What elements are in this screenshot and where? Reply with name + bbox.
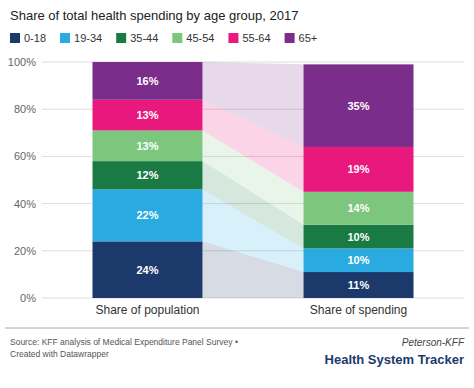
y-tick-label: 80%: [14, 103, 36, 115]
legend-label: 55-64: [242, 32, 270, 44]
bar-segment: [304, 225, 414, 249]
footer: Source: KFF analysis of Medical Expendit…: [10, 337, 465, 367]
legend-swatch: [228, 33, 238, 43]
y-tick-label: 40%: [14, 198, 36, 210]
data-label: 19%: [347, 163, 369, 175]
legend-swatch: [116, 33, 126, 43]
data-label: 22%: [136, 209, 158, 221]
bar-segment: [93, 100, 203, 131]
y-tick-label: 100%: [8, 56, 36, 68]
y-tick-label: 60%: [14, 150, 36, 162]
data-label: 12%: [136, 169, 158, 181]
y-tick-label: 20%: [14, 245, 36, 257]
title: Share of total health spending by age gr…: [10, 8, 298, 23]
footer-separator: [5, 328, 469, 329]
data-label: 11%: [348, 279, 370, 291]
bar-segment: [93, 189, 203, 241]
data-label: 10%: [347, 231, 369, 243]
legend-label: 65+: [299, 32, 318, 44]
data-labels: 24% 11% 22% 10% 12% 10% 13% 14% 13% 19% 16% 35%: [136, 75, 369, 291]
bar-segment: [304, 272, 414, 298]
legend-label: 45-54: [186, 32, 214, 44]
data-label: 14%: [347, 202, 369, 214]
y-axis: 0% 20% 40% 60% 80% 100%: [8, 56, 464, 304]
connector: [203, 62, 304, 147]
y-tick-label: 0%: [20, 292, 36, 304]
x-tick-label: Share of spending: [310, 303, 407, 317]
plot-area: [93, 62, 414, 298]
branding: Health System Tracker: [325, 352, 464, 367]
source-text: Source: KFF analysis of Medical Expendit…: [10, 337, 238, 347]
bar-segment: [93, 130, 203, 161]
bar-segment: [304, 147, 414, 192]
data-label: 10%: [347, 254, 369, 266]
legend-label: 35-44: [130, 32, 158, 44]
data-label: 13%: [136, 140, 158, 152]
data-label: 13%: [136, 109, 158, 121]
branding: Peterson-KFF: [402, 337, 465, 348]
bar-segment: [93, 241, 203, 298]
data-label: 16%: [136, 75, 158, 87]
data-label: 24%: [136, 264, 158, 276]
bar-segment: [93, 161, 203, 189]
bar-segment: [304, 192, 414, 225]
data-label: 35%: [347, 100, 369, 112]
legend-swatch: [10, 33, 20, 43]
bar-segment: [304, 64, 414, 147]
legend-label: 0-18: [24, 32, 46, 44]
legend-label: 19-34: [74, 32, 102, 44]
bar-segment: [93, 62, 203, 100]
chart: Share of total health spending by age gr…: [0, 0, 474, 388]
source-text: Created with Datawrapper: [10, 349, 109, 359]
legend: 0-18 19-34 35-44 45-54 55-64 65+: [10, 32, 317, 44]
legend-swatch: [172, 33, 182, 43]
connectors: [203, 62, 304, 298]
legend-swatch: [60, 33, 70, 43]
x-axis: Share of population Share of spending: [95, 303, 407, 317]
x-tick-label: Share of population: [95, 303, 199, 317]
legend-swatch: [285, 33, 295, 43]
bar-segment: [304, 248, 414, 272]
